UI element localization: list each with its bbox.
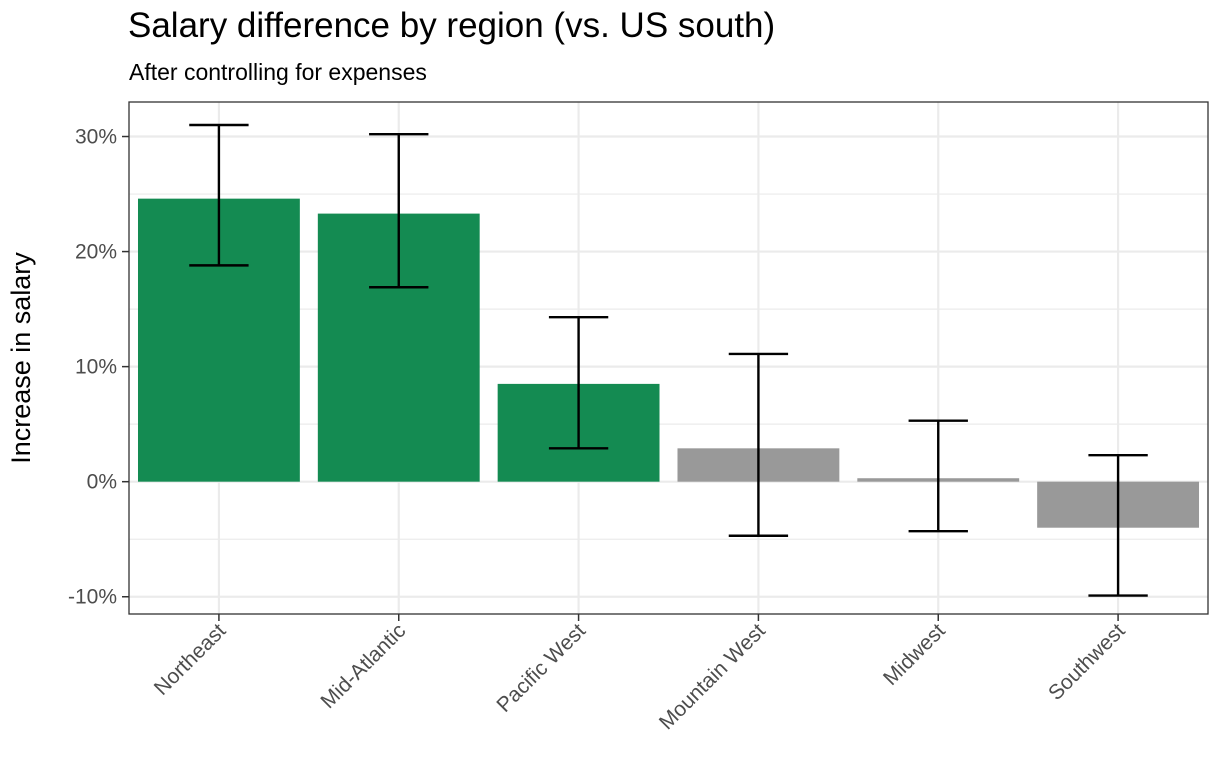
y-tick-label: 30% [75, 126, 117, 149]
x-tick-label: Midwest [879, 619, 950, 690]
y-tick-label: 10% [75, 356, 117, 379]
bars [138, 199, 1199, 528]
x-tick-label: Northeast [150, 619, 231, 700]
y-tick-label: 20% [75, 241, 117, 264]
x-tick-label: Mountain West [655, 619, 770, 734]
y-tick-label: -10% [68, 586, 117, 609]
x-tick-label: Southwest [1044, 619, 1130, 705]
y-axis-title: Increase in salary [6, 252, 36, 464]
error-bar-mountain-west [729, 354, 788, 536]
x-tick-label: Pacific West [492, 619, 590, 717]
y-tick-label: 0% [87, 471, 117, 494]
error-bar-midwest [909, 421, 968, 531]
x-tick-label: Mid-Atlantic [316, 619, 410, 713]
